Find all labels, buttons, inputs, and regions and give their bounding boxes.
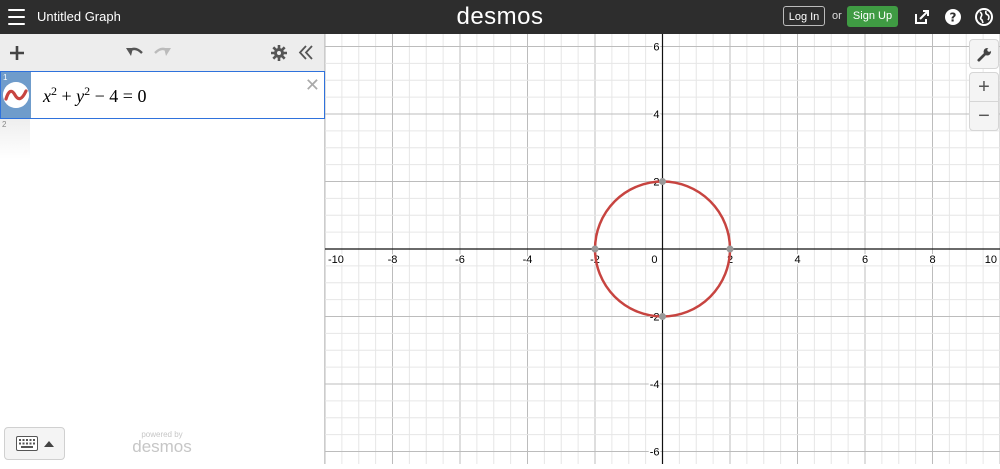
expression-formula[interactable]: x2 + y2 − 4 = 0 — [43, 84, 147, 106]
y-tick-label: -2 — [650, 312, 660, 324]
expression-number: 2 — [2, 120, 7, 129]
expression-gutter: 2 — [0, 119, 30, 159]
share-icon[interactable] — [913, 8, 931, 26]
language-icon[interactable] — [975, 8, 993, 26]
graph-settings-button[interactable] — [969, 39, 999, 69]
intercept-point — [591, 245, 599, 253]
zoom-in-button[interactable]: + — [969, 72, 999, 102]
svg-text:?: ? — [950, 11, 957, 25]
top-bar: Untitled Graph desmos Log In or Sign Up … — [0, 0, 1000, 34]
powered-by-desmos: powered by desmos — [127, 430, 197, 457]
expressions-panel: 1 x2 + y2 − 4 = 0 ✕ 2 powered by desmos — [0, 34, 325, 464]
expression-number: 1 — [3, 73, 8, 82]
delete-expression-icon[interactable]: ✕ — [304, 75, 320, 95]
powered-logo: desmos — [132, 437, 192, 456]
x-tick-label: 0 — [651, 254, 657, 266]
expression-row[interactable]: 1 x2 + y2 − 4 = 0 ✕ — [0, 71, 325, 119]
x-tick-label: 6 — [862, 254, 868, 266]
x-tick-label: -6 — [455, 254, 465, 266]
expressions-toolbar — [0, 34, 324, 72]
intercept-point — [659, 178, 666, 185]
y-tick-label: 6 — [653, 42, 659, 54]
zoom-out-button[interactable]: − — [969, 101, 999, 131]
collapse-panel-icon[interactable] — [298, 45, 314, 60]
keyboard-icon — [16, 436, 38, 451]
x-tick-label: -8 — [388, 254, 398, 266]
signup-button[interactable]: Sign Up — [847, 6, 898, 27]
or-text: or — [832, 10, 842, 22]
intercept-point — [726, 245, 734, 253]
caret-up-icon — [44, 441, 54, 447]
curve-style-icon[interactable] — [3, 82, 29, 108]
y-tick-label: 4 — [653, 109, 659, 121]
expression-row-empty[interactable]: 2 — [0, 119, 324, 159]
x-tick-label: 4 — [794, 254, 800, 266]
x-tick-label: 10 — [985, 254, 997, 266]
keypad-toggle-button[interactable] — [4, 427, 65, 460]
y-tick-label: -4 — [650, 379, 660, 391]
redo-icon[interactable] — [152, 45, 172, 59]
x-tick-label: -4 — [523, 254, 533, 266]
intercept-point — [659, 313, 666, 320]
desmos-logo: desmos — [456, 3, 544, 30]
graph-paper[interactable]: -10 -8 -6 -4 -2 0 2 4 6 8 10 6 4 2 -2 -4 -6 + − — [324, 34, 1000, 464]
powered-by-text: powered by — [141, 430, 183, 439]
settings-icon[interactable] — [271, 45, 287, 61]
expression-gutter: 1 — [1, 72, 31, 118]
y-tick-label: -6 — [650, 447, 660, 459]
login-button[interactable]: Log In — [783, 6, 825, 26]
wrench-icon — [976, 47, 991, 62]
help-icon[interactable]: ? — [944, 8, 962, 26]
x-tick-label: 8 — [929, 254, 935, 266]
undo-icon[interactable] — [125, 45, 145, 59]
add-icon[interactable] — [9, 45, 25, 61]
graph-title[interactable]: Untitled Graph — [37, 9, 121, 24]
menu-icon[interactable] — [8, 9, 25, 25]
x-tick-label: -10 — [328, 254, 344, 266]
